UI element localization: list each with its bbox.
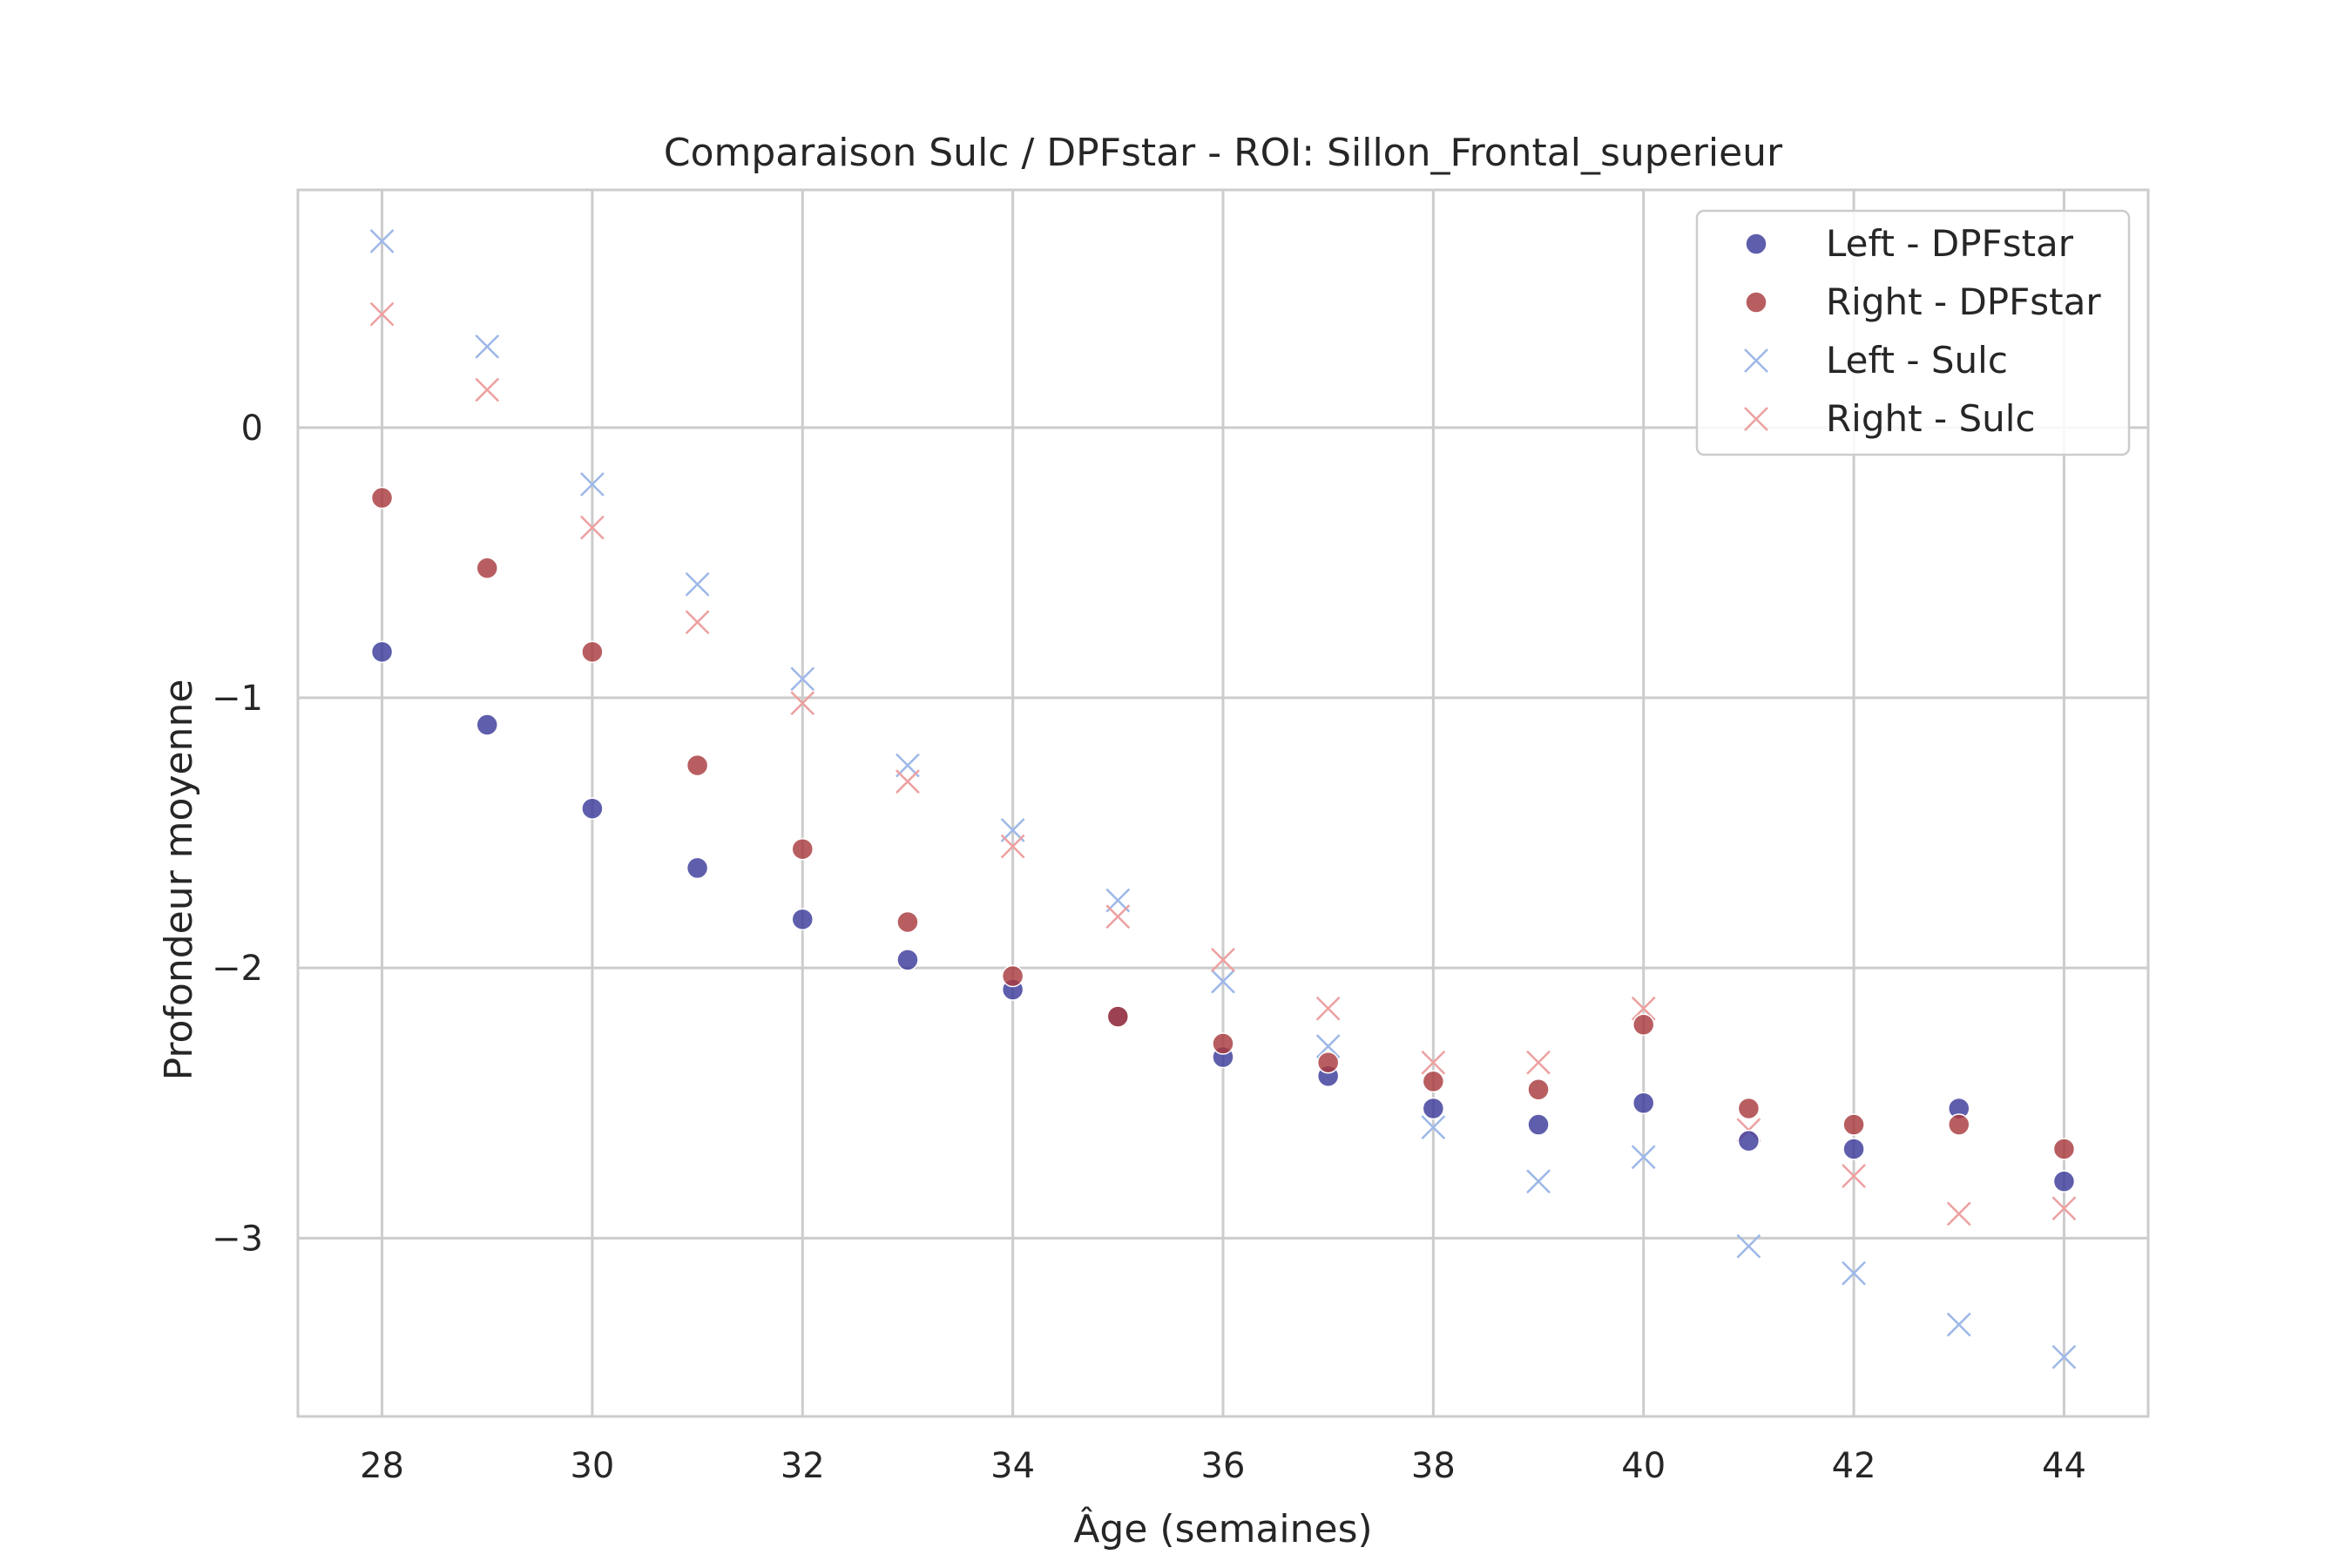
data-point: [896, 769, 920, 794]
data-point: [1000, 834, 1025, 859]
data-point: [1316, 1051, 1340, 1074]
plot-frame: [296, 188, 2150, 1418]
legend-marker: [1744, 407, 1768, 431]
x-tick-label: 40: [1621, 1446, 1666, 1486]
data-point: [1527, 1113, 1550, 1136]
data-point: [896, 949, 919, 971]
data-layer: [369, 229, 2077, 1369]
data-point: [1736, 1233, 1761, 1259]
legend-label: Right - Sulc: [1826, 397, 2036, 440]
legend-frame: [1695, 209, 2131, 456]
data-point: [2051, 1196, 2077, 1221]
data-point: [1105, 904, 1131, 929]
data-point: [790, 691, 815, 716]
data-point: [369, 229, 395, 253]
data-point: [1527, 1078, 1550, 1101]
y-tick-label: 0: [241, 409, 263, 449]
x-tick-label: 30: [570, 1446, 614, 1486]
data-point: [1422, 1070, 1445, 1093]
data-point: [1842, 1113, 1865, 1136]
legend: Left - DPFstar Right - DPFstar Left - Sulc…: [1695, 209, 2131, 456]
data-point: [1948, 1113, 1970, 1136]
data-point: [2052, 1138, 2076, 1160]
legend-label: Right - DPFstar: [1826, 280, 2101, 323]
series-right-dpfstar: [370, 486, 2076, 1160]
x-tick-label: 28: [360, 1446, 404, 1486]
data-point: [1421, 1050, 1446, 1075]
data-point: [1842, 1260, 1866, 1286]
data-point: [2052, 1170, 2076, 1193]
legend-marker: [1745, 291, 1767, 314]
y-tick-label: −1: [212, 679, 263, 719]
data-point: [476, 713, 498, 736]
data-point: [370, 486, 394, 510]
data-point: [1631, 996, 1656, 1021]
x-axis-label: Âge (semaines): [1073, 1505, 1372, 1551]
data-point: [1315, 996, 1341, 1021]
chart-title: Comparaison Sulc / DPFstar - ROI: Sillon…: [664, 131, 1783, 175]
data-point: [476, 557, 498, 579]
y-tick-label: −2: [212, 949, 263, 989]
data-point: [475, 377, 500, 402]
data-point: [1526, 1169, 1551, 1194]
data-point: [1211, 947, 1235, 972]
data-point: [370, 640, 394, 664]
series-left-dpfstar: [370, 640, 2076, 1193]
x-tick-label: 32: [781, 1446, 825, 1486]
data-point: [791, 908, 814, 931]
y-tick-label: −3: [212, 1219, 263, 1259]
data-point: [1632, 1013, 1655, 1037]
data-point: [896, 910, 919, 934]
x-tick-label: 44: [2042, 1446, 2086, 1486]
data-point: [1211, 969, 1235, 994]
data-point: [1526, 1050, 1551, 1075]
data-point: [1212, 1032, 1234, 1055]
data-point: [685, 610, 710, 635]
data-point: [580, 515, 605, 540]
data-point: [1632, 1092, 1655, 1114]
data-point: [1631, 1145, 1656, 1170]
data-point: [1737, 1129, 1761, 1152]
data-point: [686, 856, 709, 880]
x-tick-label: 42: [1832, 1446, 1876, 1486]
tick-labels: 28 30 32 34 36 38 40 42 44 0 −1 −2 −3: [212, 409, 2086, 1486]
data-point: [581, 797, 604, 820]
data-point: [1001, 964, 1024, 988]
data-point: [685, 571, 710, 597]
data-point: [1842, 1138, 1865, 1160]
data-point: [2051, 1344, 2077, 1369]
data-point: [369, 301, 395, 327]
x-tick-label: 36: [1201, 1446, 1246, 1486]
x-tick-label: 34: [990, 1446, 1035, 1486]
x-tick-label: 38: [1411, 1446, 1456, 1486]
data-point: [1946, 1312, 1971, 1337]
data-point: [475, 334, 500, 359]
data-point: [1946, 1201, 1971, 1227]
legend-label: Left - Sulc: [1826, 339, 2008, 382]
data-point: [1315, 1034, 1341, 1059]
data-point: [791, 837, 814, 861]
legend-marker: [1744, 348, 1768, 373]
data-point: [1842, 1164, 1866, 1188]
y-axis-label: Profondeur moyenne: [157, 679, 201, 1081]
data-point: [790, 666, 815, 692]
data-point: [580, 472, 605, 497]
data-point: [1106, 1005, 1130, 1028]
data-point: [581, 640, 604, 664]
legend-label: Left - DPFstar: [1826, 222, 2074, 265]
data-point: [686, 754, 709, 777]
data-point: [1737, 1097, 1761, 1120]
data-point: [1421, 1115, 1446, 1140]
legend-marker: [1745, 233, 1767, 255]
data-point: [1422, 1097, 1445, 1120]
